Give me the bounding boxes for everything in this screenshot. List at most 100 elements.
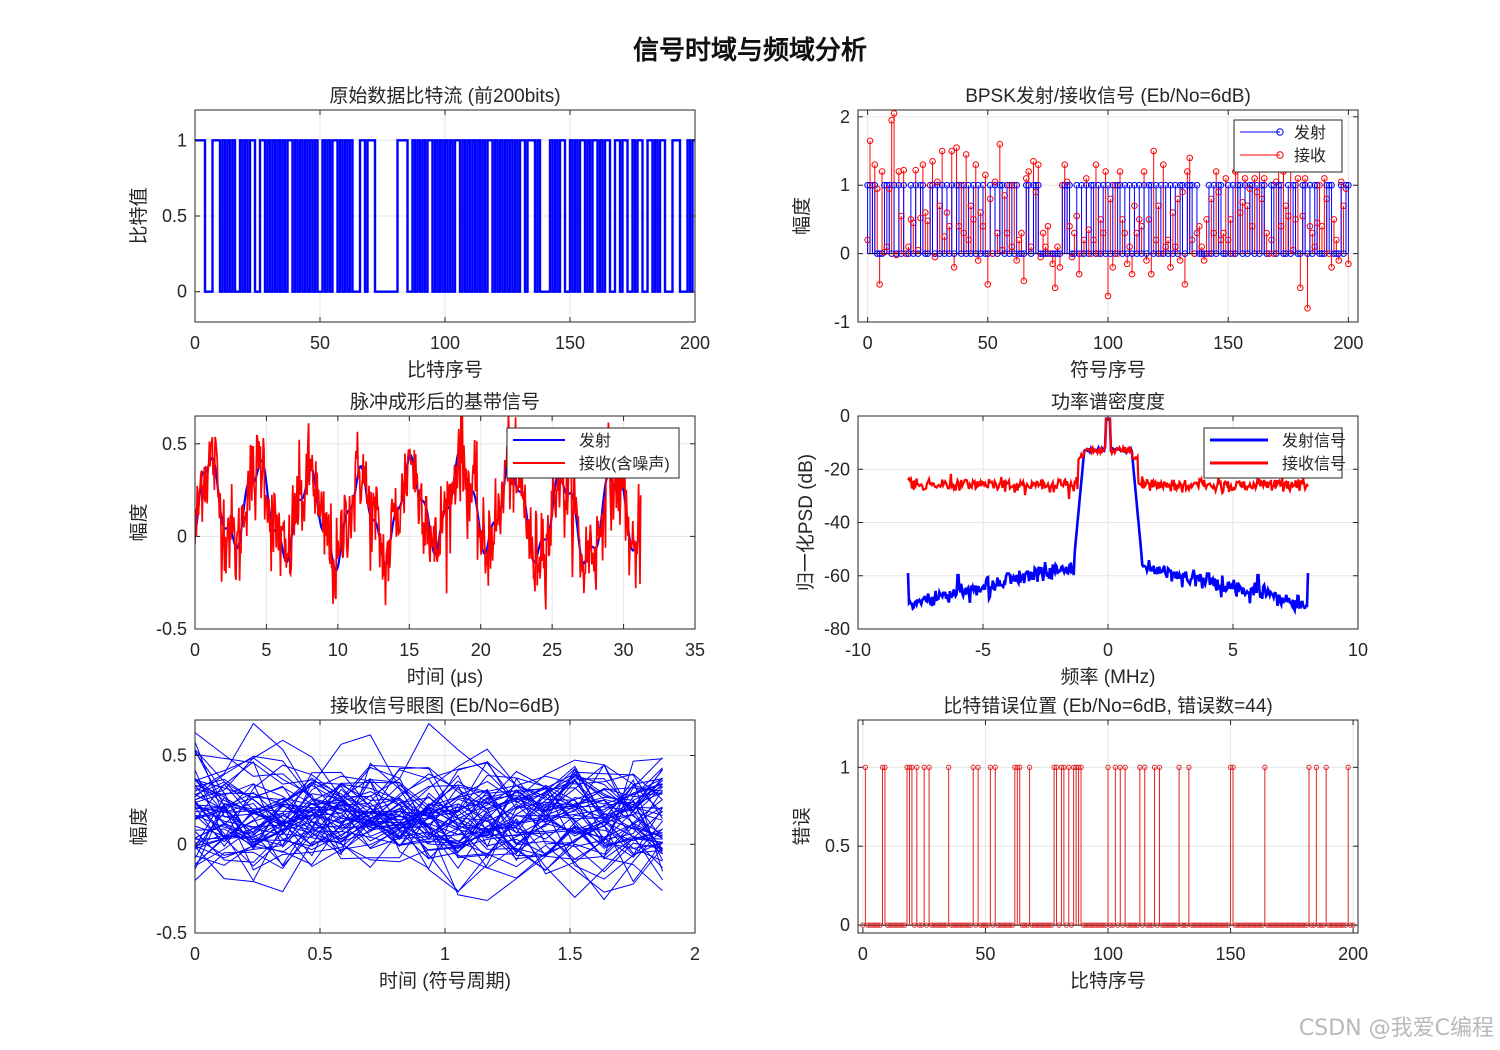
- rx-marker: [1075, 270, 1083, 278]
- tx-marker: [1126, 181, 1133, 189]
- error-marker: [950, 922, 957, 928]
- error-marker: [1026, 764, 1033, 770]
- rx-marker: [1260, 175, 1268, 182]
- tx-marker: [1131, 181, 1138, 189]
- eye-trace: [195, 783, 663, 871]
- x-tick-label: 35: [685, 640, 705, 660]
- eye-trace: [195, 771, 663, 860]
- rx-marker: [1073, 212, 1081, 220]
- y-tick-label: 0.5: [162, 434, 187, 454]
- error-marker: [1240, 922, 1246, 928]
- error-marker: [926, 764, 932, 770]
- error-marker: [921, 764, 927, 770]
- eye-trace: [195, 784, 663, 871]
- error-marker: [987, 764, 994, 770]
- error-marker: [928, 922, 935, 928]
- rx-marker: [991, 178, 999, 186]
- rx-marker: [912, 166, 919, 174]
- rx-marker: [1333, 236, 1340, 244]
- x-tick-label: 0: [1103, 640, 1113, 660]
- x-tick-label: 2: [690, 944, 700, 964]
- tx-marker: [1260, 181, 1268, 189]
- tx-marker: [1337, 181, 1345, 189]
- tx-marker: [1078, 181, 1085, 189]
- error-marker: [1178, 922, 1185, 928]
- x-tick-label: 50: [975, 944, 995, 964]
- error-marker: [1166, 922, 1172, 928]
- error-marker: [1262, 764, 1268, 770]
- rx-marker: [1335, 257, 1343, 264]
- error-marker: [1230, 764, 1236, 770]
- error-marker: [1090, 922, 1096, 928]
- rx-marker: [1030, 157, 1037, 165]
- rx-marker: [1212, 168, 1220, 175]
- tx-marker: [1135, 181, 1143, 189]
- panel-bits: 0 50 100 150 200 0 0.5 1 原始数据比特流 (前200bits) 比特序号 比…: [128, 85, 710, 381]
- eye-trace: [195, 807, 663, 869]
- tx-marker: [1116, 181, 1124, 189]
- error-marker: [958, 922, 964, 928]
- error-marker: [1316, 922, 1322, 928]
- x-tick-label: 0: [858, 944, 868, 964]
- panel-title: 功率谱密度度: [1051, 391, 1165, 413]
- x-tick-label: 10: [328, 640, 348, 660]
- rx-marker: [1092, 161, 1100, 169]
- eye-trace: [195, 759, 663, 840]
- rx-marker: [953, 144, 960, 151]
- error-marker: [977, 922, 984, 928]
- rx-marker: [1054, 243, 1061, 251]
- error-marker: [1330, 922, 1337, 928]
- x-axis-label: 比特序号: [1070, 970, 1146, 992]
- error-marker: [995, 922, 1001, 928]
- error-marker: [872, 922, 878, 928]
- error-marker: [1007, 922, 1013, 928]
- tx-marker: [1066, 181, 1073, 189]
- eye-trace: [195, 779, 663, 850]
- y-tick-label: 1: [840, 757, 850, 777]
- error-marker: [1325, 922, 1332, 928]
- x-tick-label: 150: [1216, 944, 1246, 964]
- legend-marker: [1276, 128, 1284, 136]
- x-tick-label: 30: [614, 640, 634, 660]
- error-marker: [1093, 922, 1099, 928]
- y-tick-label: -60: [824, 566, 850, 586]
- rx-marker: [1150, 147, 1157, 155]
- y-tick-label: -40: [824, 513, 850, 533]
- y-axis-label: 幅度: [128, 807, 150, 845]
- rx-marker: [900, 166, 907, 174]
- error-marker: [1281, 922, 1288, 928]
- eye-trace: [195, 769, 663, 881]
- x-tick-label: 100: [1093, 944, 1123, 964]
- tx-marker: [948, 181, 956, 189]
- tx-marker: [1152, 181, 1160, 189]
- x-tick-label: -10: [845, 640, 871, 660]
- error-marker: [884, 922, 891, 928]
- error-marker: [1066, 764, 1072, 770]
- error-marker: [1036, 922, 1043, 928]
- rx-marker: [1263, 229, 1270, 237]
- x-tick-label: 0: [863, 333, 873, 353]
- error-marker: [1237, 922, 1244, 928]
- x-tick-label: 200: [680, 333, 710, 353]
- error-marker: [1245, 922, 1251, 928]
- error-marker: [865, 922, 871, 928]
- tx-marker: [1167, 181, 1174, 189]
- tx-marker: [965, 181, 972, 189]
- error-marker: [1291, 922, 1297, 928]
- error-marker: [1301, 922, 1307, 928]
- tx-marker: [1095, 181, 1102, 189]
- error-marker: [1328, 922, 1334, 928]
- rx-marker: [1116, 168, 1124, 175]
- error-marker: [960, 922, 967, 928]
- x-tick-label: 100: [430, 333, 460, 353]
- error-marker: [1286, 922, 1293, 928]
- error-marker: [1188, 922, 1194, 928]
- tx-marker: [986, 181, 994, 189]
- rx-marker: [1222, 175, 1230, 182]
- error-marker: [1088, 922, 1094, 928]
- error-marker: [1203, 922, 1209, 928]
- rx-marker: [1140, 168, 1148, 175]
- error-marker: [1294, 922, 1300, 928]
- x-tick-label: 50: [978, 333, 998, 353]
- error-marker: [1235, 922, 1241, 928]
